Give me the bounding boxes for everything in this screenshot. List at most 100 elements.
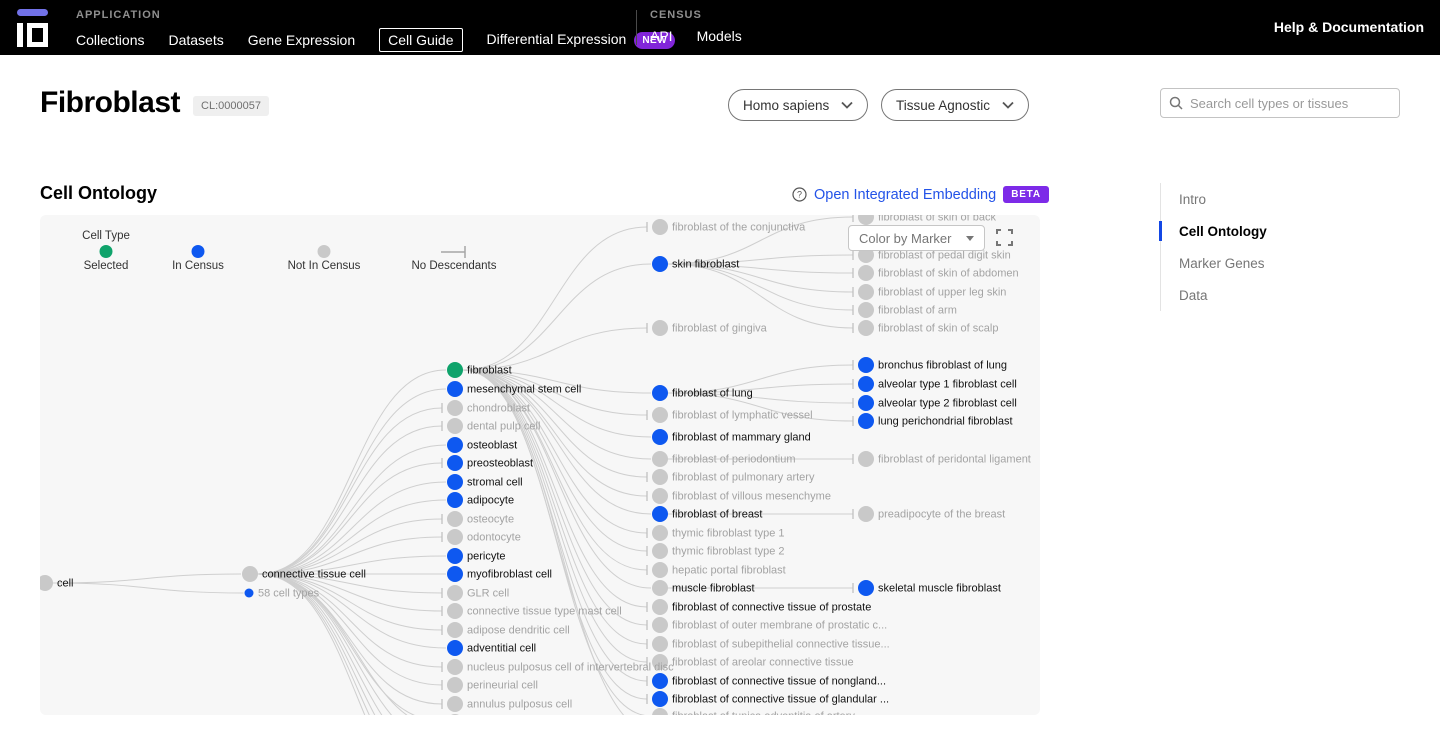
- tree-node-fibroblast-of-lymphatic-vessel[interactable]: [652, 407, 668, 423]
- tree-node-lung-perichondrial-fibroblast[interactable]: [858, 413, 874, 429]
- tree-node-label-fibroblast-of-villous-mesenchyme[interactable]: fibroblast of villous mesenchyme: [672, 491, 831, 503]
- species-dropdown[interactable]: Homo sapiens: [728, 89, 869, 121]
- tree-node-fibroblast-of-peridontal-ligament[interactable]: [858, 451, 874, 467]
- tree-node-connective-tissue-cell[interactable]: [242, 566, 258, 582]
- tree-node-thymic-fibroblast-type-2[interactable]: [652, 543, 668, 559]
- tree-node-label-glr-cell[interactable]: GLR cell: [467, 588, 509, 600]
- sidebar-item-cell-ontology[interactable]: Cell Ontology: [1159, 215, 1380, 247]
- tree-node-hepatic-portal-fibroblast[interactable]: [652, 562, 668, 578]
- tree-node-label-myofibroblast-cell[interactable]: myofibroblast cell: [467, 569, 552, 581]
- tissue-dropdown[interactable]: Tissue Agnostic: [881, 89, 1030, 121]
- tree-node-label-fibroblast-of-periodontium[interactable]: fibroblast of periodontium: [672, 454, 796, 466]
- tree-node-fibroblast-of-outer-membrane-of-prostatic-c[interactable]: [652, 617, 668, 633]
- tree-node-label-adventitial-cell[interactable]: adventitial cell: [467, 643, 536, 655]
- tree-node-label-fibroblast-of-connective-tissue-of-prostate[interactable]: fibroblast of connective tissue of prost…: [672, 602, 871, 614]
- tree-node-label-nucleus-pulposus-cell-of-intervertebral-disc[interactable]: nucleus pulposus cell of intervertebral …: [467, 662, 674, 674]
- tree-node-fibroblast-of-lung[interactable]: [652, 385, 668, 401]
- tree-node-label-lung-perichondrial-fibroblast[interactable]: lung perichondrial fibroblast: [878, 416, 1013, 428]
- tree-node-muscle-fibroblast[interactable]: [652, 580, 668, 596]
- tree-node-fibroblast-of-pulmonary-artery[interactable]: [652, 469, 668, 485]
- tree-node-annulus-pulposus-cell[interactable]: [447, 696, 463, 712]
- tree-node-perineurial-cell[interactable]: [447, 677, 463, 693]
- help-documentation-link[interactable]: Help & Documentation: [1273, 19, 1424, 35]
- tree-node-label-cell[interactable]: cell: [57, 578, 74, 590]
- tree-node-alveolar-type-1-fibroblast-cell[interactable]: [858, 376, 874, 392]
- tree-node-label-odontocyte[interactable]: odontocyte: [467, 532, 521, 544]
- tree-node-label-fibroblast-of-pedal-digit-skin[interactable]: fibroblast of pedal digit skin: [878, 250, 1011, 262]
- tree-node-fibroblast-of-the-conjunctiva[interactable]: [652, 219, 668, 235]
- tree-node-label-fibroblast-of-lung[interactable]: fibroblast of lung: [672, 388, 753, 400]
- tree-node-label-skin-fibroblast[interactable]: skin fibroblast: [672, 259, 739, 271]
- tree-node-stromal-cell[interactable]: [447, 474, 463, 490]
- tree-node-fibroblast-of-villous-mesenchyme[interactable]: [652, 488, 668, 504]
- tree-node-fibroblast-of-skin-of-back[interactable]: [858, 215, 874, 225]
- tree-node-glr-cell[interactable]: [447, 585, 463, 601]
- tree-node-skeletal-muscle-fibroblast[interactable]: [858, 580, 874, 596]
- tree-node-preosteoblast[interactable]: [447, 455, 463, 471]
- tree-node-skin-fibroblast[interactable]: [652, 256, 668, 272]
- tree-node-label-bronchus-fibroblast-of-lung[interactable]: bronchus fibroblast of lung: [878, 360, 1007, 372]
- tree-node-label-fibroblast-of-skin-of-scalp[interactable]: fibroblast of skin of scalp: [878, 323, 998, 335]
- sidebar-item-data[interactable]: Data: [1161, 279, 1380, 311]
- tree-node-fibroblast-of-subepithelial-connective-tissue[interactable]: [652, 636, 668, 652]
- tree-node-label-thymic-fibroblast-type-2[interactable]: thymic fibroblast type 2: [672, 546, 785, 558]
- cellxgene-logo-icon[interactable]: [15, 9, 49, 47]
- tree-node-label-58-cell-types[interactable]: 58 cell types: [258, 588, 320, 600]
- tree-node-adipocyte[interactable]: [447, 492, 463, 508]
- tree-node-label-fibroblast-of-subepithelial-connective-tissue[interactable]: fibroblast of subepithelial connective t…: [672, 639, 890, 651]
- tree-node-label-fibroblast-of-skin-of-back[interactable]: fibroblast of skin of back: [878, 215, 997, 224]
- tree-node-label-fibroblast[interactable]: fibroblast: [467, 365, 512, 377]
- tree-node-label-perineurial-cell[interactable]: perineurial cell: [467, 680, 538, 692]
- tree-node-myofibroblast-cell[interactable]: [447, 566, 463, 582]
- tree-node-label-connective-tissue-type-mast-cell[interactable]: connective tissue type mast cell: [467, 606, 622, 618]
- tree-node-fibroblast-of-gingiva[interactable]: [652, 320, 668, 336]
- tree-node-fibroblast[interactable]: [447, 362, 463, 378]
- tree-node-label-hepatic-portal-fibroblast[interactable]: hepatic portal fibroblast: [672, 565, 786, 577]
- tree-node-fibroblast-of-pedal-digit-skin[interactable]: [858, 247, 874, 263]
- search-input[interactable]: [1190, 95, 1391, 111]
- nav-item-models[interactable]: Models: [696, 28, 742, 44]
- sidebar-item-marker-genes[interactable]: Marker Genes: [1161, 247, 1380, 279]
- tree-node-label-adipocyte[interactable]: adipocyte: [467, 495, 514, 507]
- tree-node-label-adipose-dendritic-cell[interactable]: adipose dendritic cell: [467, 625, 570, 637]
- help-circle-icon[interactable]: ?: [792, 187, 807, 202]
- tree-node-osteocyte[interactable]: [447, 511, 463, 527]
- tree-node-label-fibroblast-of-arm[interactable]: fibroblast of arm: [878, 305, 957, 317]
- tree-node-label-fibroblast-of-gingiva[interactable]: fibroblast of gingiva: [672, 323, 768, 335]
- tree-node-label-osteocyte[interactable]: osteocyte: [467, 514, 514, 526]
- tree-node-thymic-fibroblast-type-1[interactable]: [652, 525, 668, 541]
- tree-node-label-fibroblast-of-lymphatic-vessel[interactable]: fibroblast of lymphatic vessel: [672, 410, 813, 422]
- tree-node-fibroblast-of-areolar-connective-tissue[interactable]: [652, 654, 668, 670]
- nav-item-collections[interactable]: Collections: [76, 32, 145, 48]
- tree-node-fibroblast-of-arm[interactable]: [858, 302, 874, 318]
- tree-node-label-fibroblast-of-skin-of-abdomen[interactable]: fibroblast of skin of abdomen: [878, 268, 1019, 280]
- tree-node-fibroblast-of-breast[interactable]: [652, 506, 668, 522]
- tree-node-label-fibroblast-of-connective-tissue-of-nongland[interactable]: fibroblast of connective tissue of nongl…: [672, 676, 886, 688]
- tree-node-fibroblast-of-periodontium[interactable]: [652, 451, 668, 467]
- tree-node-fibroblast-of-connective-tissue-of-prostate[interactable]: [652, 599, 668, 615]
- tree-node-label-fibroblast-of-tunica-adventitia-of-artery[interactable]: fibroblast of tunica adventitia of arter…: [672, 711, 855, 716]
- nav-item-cell-guide[interactable]: Cell Guide: [379, 28, 463, 52]
- tree-node-label-muscle-fibroblast[interactable]: muscle fibroblast: [672, 583, 755, 595]
- tree-node-alveolar-type-2-fibroblast-cell[interactable]: [858, 395, 874, 411]
- tree-node-fibroblast-of-skin-of-abdomen[interactable]: [858, 265, 874, 281]
- tree-node-fibroblast-of-connective-tissue-of-nongland[interactable]: [652, 673, 668, 689]
- tree-node-label-fibroblast-of-areolar-connective-tissue[interactable]: fibroblast of areolar connective tissue: [672, 657, 854, 669]
- tree-node-label-fibroblast-of-breast[interactable]: fibroblast of breast: [672, 509, 763, 521]
- tree-node-fibroblast-of-mammary-gland[interactable]: [652, 429, 668, 445]
- tree-node-label-thymic-fibroblast-type-1[interactable]: thymic fibroblast type 1: [672, 528, 785, 540]
- tree-node-connective-tissue-type-mast-cell[interactable]: [447, 603, 463, 619]
- tree-node-fibroblast-of-skin-of-scalp[interactable]: [858, 320, 874, 336]
- tree-node-label-annulus-pulposus-cell[interactable]: annulus pulposus cell: [467, 699, 572, 711]
- tree-node-label-fibroblast-of-pulmonary-artery[interactable]: fibroblast of pulmonary artery: [672, 472, 815, 484]
- tree-node-dental-pulp-cell[interactable]: [447, 418, 463, 434]
- tree-node-adventitial-cell[interactable]: [447, 640, 463, 656]
- open-integrated-embedding-link[interactable]: Open Integrated Embedding: [814, 186, 997, 203]
- tree-node-odontocyte[interactable]: [447, 529, 463, 545]
- tree-node-label-dental-pulp-cell[interactable]: dental pulp cell: [467, 421, 540, 433]
- nav-item-differential-expression[interactable]: Differential Expression NEW: [487, 31, 676, 49]
- tree-node-fibroblast-of-tunica-adventitia-of-artery[interactable]: [652, 708, 668, 715]
- tree-node-label-connective-tissue-cell[interactable]: connective tissue cell: [262, 569, 366, 581]
- tree-node-label-osteoblast[interactable]: osteoblast: [467, 440, 517, 452]
- tree-node-label-fibroblast-of-mammary-gland[interactable]: fibroblast of mammary gland: [672, 432, 811, 444]
